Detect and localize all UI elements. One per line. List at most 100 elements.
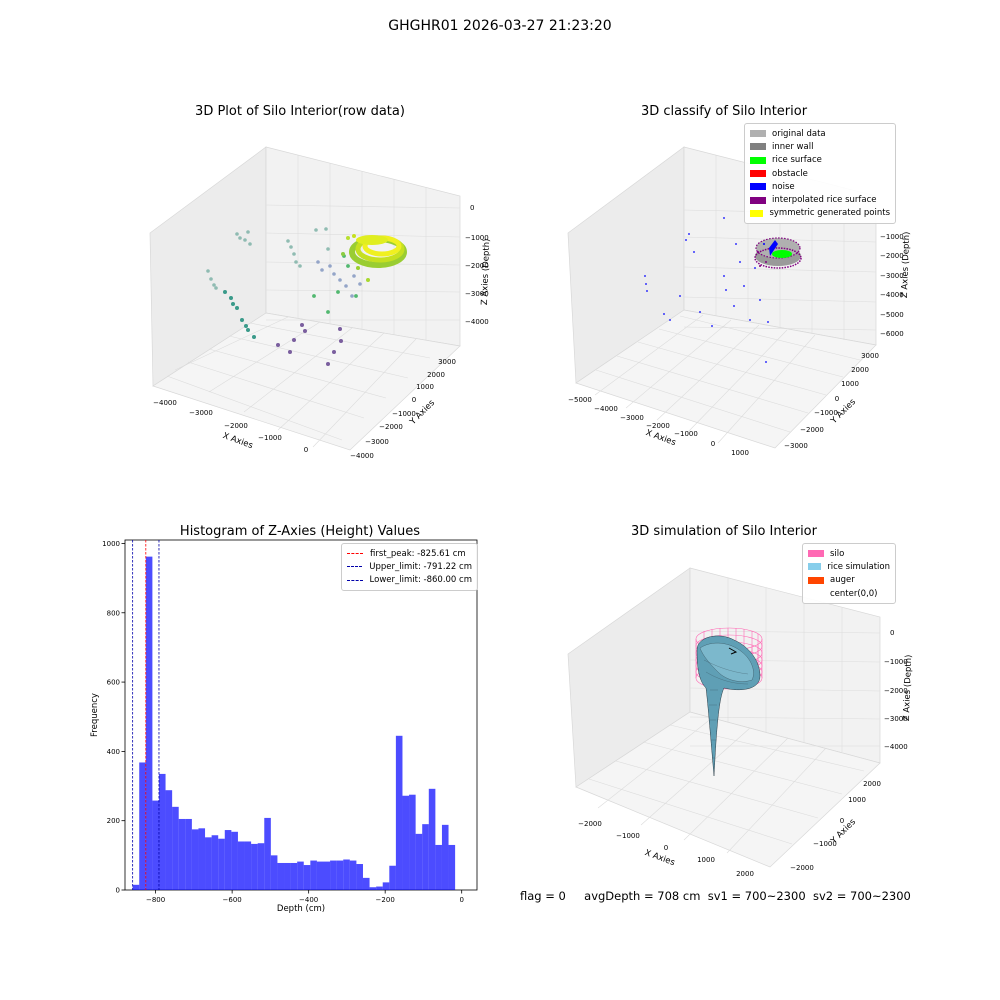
histogram-y-ticks: 0 200 400 600 800 1000 bbox=[102, 540, 125, 895]
svg-text:−2000: −2000 bbox=[790, 864, 814, 872]
svg-text:1000: 1000 bbox=[697, 856, 715, 864]
svg-text:−1000: −1000 bbox=[813, 840, 837, 848]
histogram-bar bbox=[362, 877, 370, 890]
svg-text:2000: 2000 bbox=[427, 371, 445, 379]
histogram-bars bbox=[132, 556, 456, 890]
svg-text:1000: 1000 bbox=[416, 383, 434, 391]
svg-text:−1000: −1000 bbox=[880, 233, 904, 241]
histogram-bar bbox=[237, 841, 245, 890]
histogram-bar bbox=[435, 844, 442, 890]
histogram-bar bbox=[409, 794, 416, 890]
histogram-title: Histogram of Z-Axies (Height) Values bbox=[179, 524, 421, 539]
histogram-x-tick-label: −800 bbox=[146, 896, 165, 904]
legend-swatch bbox=[750, 196, 766, 204]
svg-text:1000: 1000 bbox=[841, 380, 859, 388]
histogram-bar bbox=[231, 831, 238, 890]
histogram-bar bbox=[343, 859, 350, 890]
figure-title: GHGHR01 2026-03-27 21:23:20 bbox=[388, 18, 612, 34]
histogram-bar bbox=[376, 886, 383, 890]
svg-text:1000: 1000 bbox=[731, 449, 749, 457]
legend-line bbox=[347, 553, 363, 555]
histogram-bar bbox=[224, 830, 232, 890]
footer-status: flag = 0 avgDepth = 708 cm sv1 = 700~230… bbox=[520, 889, 911, 903]
svg-text:3000: 3000 bbox=[861, 352, 879, 360]
classify-legend: original data inner wall rice surface ob… bbox=[744, 123, 896, 225]
raw-rice-ring bbox=[341, 234, 407, 282]
histogram-y-tick-label: 0 bbox=[116, 887, 120, 895]
svg-text:0: 0 bbox=[835, 395, 839, 403]
legend-entry: first_peak: -825.61 cm bbox=[347, 547, 472, 560]
histogram-bar bbox=[415, 833, 423, 890]
svg-text:−3000: −3000 bbox=[784, 442, 808, 450]
svg-text:−2000: −2000 bbox=[224, 422, 248, 430]
svg-text:0: 0 bbox=[711, 440, 715, 448]
histogram-axes: −800 −600 −400 −200 0 0 200 400 600 800 1000 Dept… bbox=[90, 539, 478, 914]
raw-xlabel: X Axies bbox=[221, 431, 254, 451]
svg-text:3000: 3000 bbox=[438, 358, 456, 366]
svg-text:2000: 2000 bbox=[736, 870, 754, 878]
histogram-bar bbox=[277, 862, 285, 890]
raw-plot-title: 3D Plot of Silo Interior(row data) bbox=[195, 104, 405, 119]
histogram-bar bbox=[270, 855, 278, 890]
histogram-bar bbox=[205, 837, 212, 890]
simulation-xlabel: X Axies bbox=[643, 848, 676, 868]
svg-text:−3000: −3000 bbox=[365, 438, 389, 446]
svg-text:−3000: −3000 bbox=[465, 290, 489, 298]
histogram-bar bbox=[395, 735, 403, 890]
histogram-x-ticks: −800 −600 −400 −200 0 bbox=[146, 890, 464, 904]
simulation-3d-axes: −2000 −1000 0 1000 2000 −2000 −1000 0 10… bbox=[567, 567, 914, 878]
legend-swatch bbox=[808, 590, 824, 598]
svg-text:−1000: −1000 bbox=[884, 658, 908, 666]
svg-text:−1000: −1000 bbox=[814, 409, 838, 417]
histogram-bar bbox=[152, 800, 159, 890]
simulation-legend: silo rice simulation auger center(0,0) bbox=[802, 543, 896, 605]
histogram-vlines bbox=[132, 540, 160, 890]
svg-text:−4000: −4000 bbox=[153, 399, 177, 407]
legend-entry: obstacle bbox=[750, 167, 890, 180]
histogram-bar bbox=[172, 806, 179, 890]
legend-entry: symmetric generated points bbox=[750, 207, 890, 220]
histogram-xlabel: Depth (cm) bbox=[277, 904, 325, 914]
footer-flag: flag = 0 bbox=[520, 889, 566, 903]
histogram-y-tick-label: 800 bbox=[107, 609, 120, 617]
histogram-bar bbox=[422, 824, 429, 890]
legend-entry: noise bbox=[750, 180, 890, 193]
histogram-y-tick-label: 400 bbox=[107, 748, 120, 756]
histogram-x-tick-label: 0 bbox=[459, 896, 463, 904]
legend-swatch bbox=[750, 143, 766, 151]
histogram-y-tick-label: 200 bbox=[107, 817, 120, 825]
footer-sv2: sv2 = 700~2300 bbox=[812, 889, 911, 903]
legend-swatch bbox=[808, 563, 822, 571]
histogram-bar bbox=[316, 861, 324, 890]
legend-swatch bbox=[750, 170, 766, 178]
svg-text:−5000: −5000 bbox=[880, 311, 904, 319]
histogram-bar bbox=[369, 887, 377, 890]
histogram-x-tick-label: −400 bbox=[299, 896, 318, 904]
histogram-bar bbox=[145, 556, 153, 890]
histogram-bar bbox=[448, 844, 456, 890]
svg-text:1000: 1000 bbox=[848, 796, 866, 804]
svg-text:−2000: −2000 bbox=[800, 426, 824, 434]
histogram-bar bbox=[356, 864, 363, 890]
histogram-bar bbox=[158, 773, 166, 890]
histogram-bar bbox=[139, 762, 146, 890]
svg-text:−2000: −2000 bbox=[884, 687, 908, 695]
legend-entry: rice simulation bbox=[808, 560, 890, 573]
svg-text:−3000: −3000 bbox=[189, 409, 213, 417]
histogram-bar bbox=[244, 841, 252, 890]
histogram-x-tick-label: −200 bbox=[376, 896, 395, 904]
svg-text:−4000: −4000 bbox=[465, 318, 489, 326]
histogram-ylabel: Frequency bbox=[90, 693, 100, 737]
legend-entry: original data bbox=[750, 127, 890, 140]
simulation-plot-title: 3D simulation of Silo Interior bbox=[631, 524, 817, 539]
classify-plot-title: 3D classify of Silo Interior bbox=[640, 104, 808, 119]
legend-swatch bbox=[750, 156, 766, 164]
raw-zlabel: Z Axies (Depth) bbox=[480, 238, 492, 305]
svg-text:0: 0 bbox=[840, 817, 844, 825]
simulation-axis-ticks: −2000 −1000 0 1000 2000 −2000 −1000 0 10… bbox=[578, 629, 914, 878]
classify-xlabel: X Axies bbox=[644, 428, 677, 448]
legend-entry: Upper_limit: -791.22 cm bbox=[347, 560, 472, 573]
histogram-bar bbox=[382, 882, 390, 890]
classify-silo-cluster bbox=[754, 237, 802, 269]
svg-text:−2000: −2000 bbox=[578, 820, 602, 828]
